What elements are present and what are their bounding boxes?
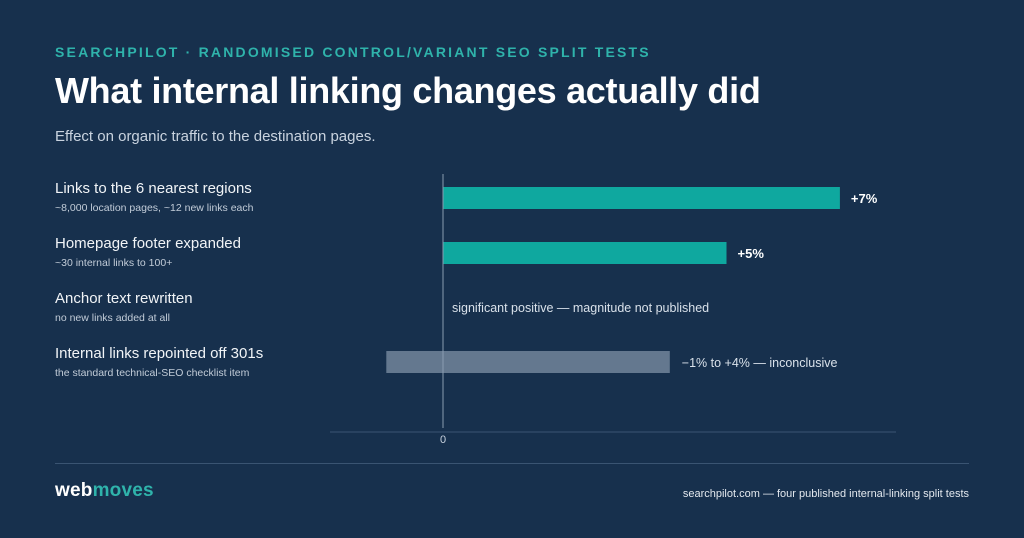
row-label-nearest-regions: Links to the 6 nearest regions ~8,000 lo… [55,180,253,214]
eyebrow: SEARCHPILOT · RANDOMISED CONTROL/VARIANT… [55,44,651,60]
bar-1 [443,187,840,209]
subtitle: Effect on organic traffic to the destina… [55,128,376,145]
footer-divider [55,463,969,464]
range-bar-4 [386,351,670,373]
x-tick-label: 0 [440,434,446,446]
bar-2 [443,242,727,264]
data-label-1: +7% [851,191,878,206]
brand-logo-moves: moves [92,480,154,501]
brand-logo-web: web [55,480,93,501]
data-label-4: −1% to +4% — inconclusive [682,356,838,370]
row-label-301-repoint: Internal links repointed off 301s the st… [55,345,263,379]
row-title: Links to the 6 nearest regions [55,180,252,197]
row-detail: the standard technical-SEO checklist ite… [55,367,250,379]
row-detail: no new links added at all [55,312,170,324]
source-note: searchpilot.com — four published interna… [682,488,969,500]
row-detail: ~30 internal links to 100+ [55,257,173,269]
row-title: Anchor text rewritten [55,290,193,307]
row-detail: ~8,000 location pages, ~12 new links eac… [55,202,254,214]
row-title: Homepage footer expanded [55,235,241,252]
brand-logo: webmoves [55,480,154,502]
page-title: What internal linking changes actually d… [55,70,761,111]
data-label-2: +5% [738,246,765,261]
row-label-anchor-text: Anchor text rewritten no new links added… [55,290,193,324]
data-label-3: significant positive — magnitude not pub… [452,301,709,315]
row-label-homepage-footer: Homepage footer expanded ~30 internal li… [55,235,241,269]
row-title: Internal links repointed off 301s [55,345,264,362]
